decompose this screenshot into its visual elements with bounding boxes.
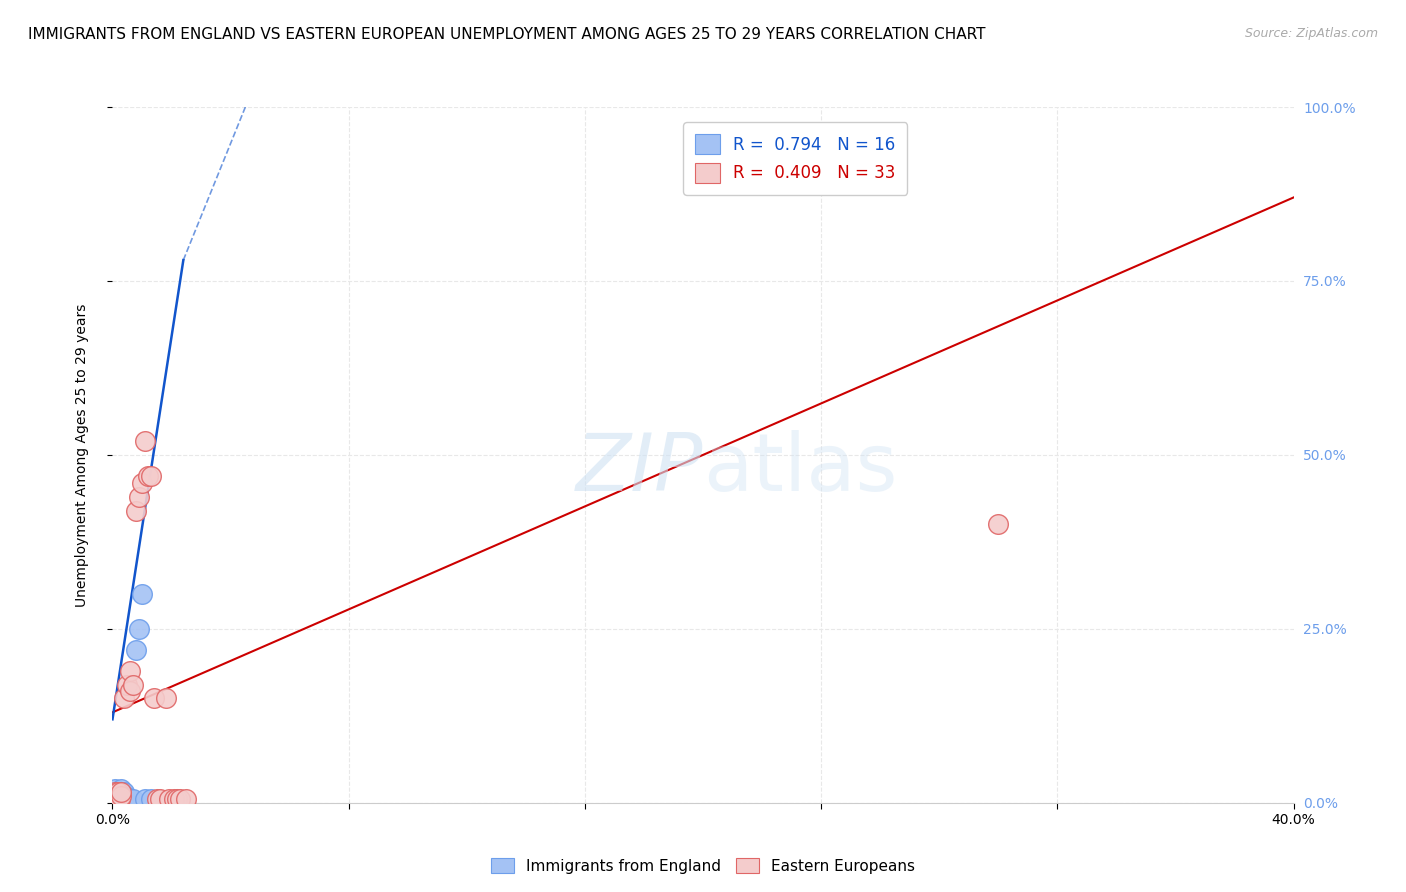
Point [122,677,145,691]
Point [149,792,172,806]
Point [157,792,180,806]
Point [104,789,127,803]
Text: Source: ZipAtlas.com: Source: ZipAtlas.com [1244,27,1378,40]
Point [110,789,132,803]
Point [120,664,142,678]
Point [107,785,129,799]
Point [125,503,148,517]
Point [117,677,138,691]
Point [103,792,125,806]
Point [107,789,129,803]
Point [174,792,197,806]
Point [131,475,153,490]
Y-axis label: Unemployment Among Ages 25 to 29 years: Unemployment Among Ages 25 to 29 years [75,303,89,607]
Point [166,792,188,806]
Point [107,792,129,806]
Point [104,785,127,799]
Point [105,789,128,803]
Point [105,792,128,806]
Text: atlas: atlas [703,430,897,508]
Point [104,785,127,799]
Point [105,789,128,803]
Point [104,792,127,806]
Point [146,792,169,806]
Text: ZIP: ZIP [575,430,703,508]
Point [136,468,159,483]
Point [139,792,162,806]
Point [142,691,165,706]
Point [108,792,131,806]
Point [117,790,138,805]
Point [128,622,150,636]
Point [110,789,132,803]
Legend: Immigrants from England, Eastern Europeans: Immigrants from England, Eastern Europea… [485,852,921,880]
Point [139,468,162,483]
Point [107,785,129,799]
Point [131,587,153,601]
Point [110,785,132,799]
Point [112,785,135,799]
Point [112,789,135,803]
Point [125,642,148,657]
Point [987,517,1010,532]
Point [122,792,145,806]
Point [112,691,135,706]
Point [134,792,156,806]
Point [155,691,177,706]
Point [110,781,132,796]
Point [104,781,127,796]
Point [128,490,150,504]
Point [163,792,186,806]
Legend: R =  0.794   N = 16, R =  0.409   N = 33: R = 0.794 N = 16, R = 0.409 N = 33 [683,122,907,194]
Point [120,684,142,698]
Point [134,434,156,448]
Point [169,792,191,806]
Point [120,792,142,806]
Text: IMMIGRANTS FROM ENGLAND VS EASTERN EUROPEAN UNEMPLOYMENT AMONG AGES 25 TO 29 YEA: IMMIGRANTS FROM ENGLAND VS EASTERN EUROP… [28,27,986,42]
